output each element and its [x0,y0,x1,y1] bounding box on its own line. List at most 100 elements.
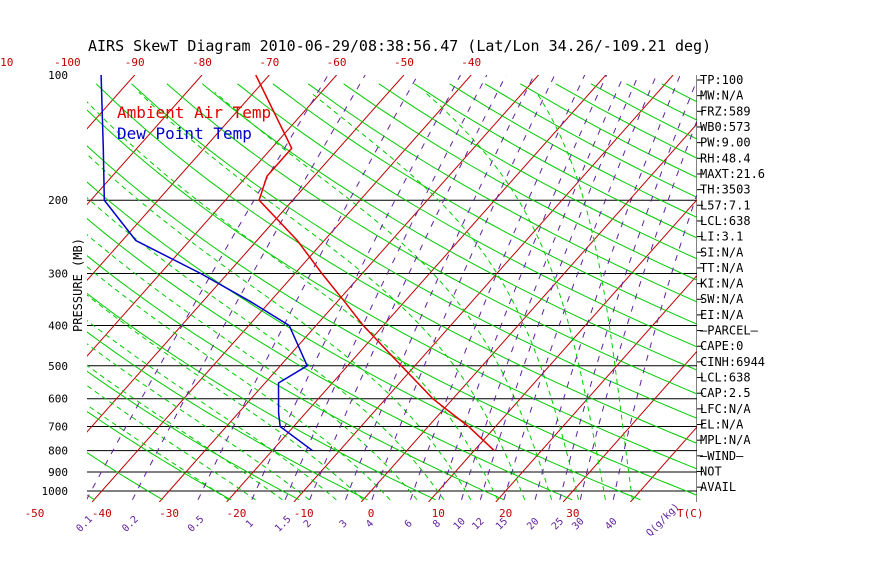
mixing-ratio-tick-label: 0.2 [120,514,141,535]
isotherm-line [294,75,673,502]
mixing-ratio-tick-label: 10 [452,516,468,532]
bottom-temp-tick-label: -40 [92,507,112,520]
mixing-ratio-tick-label: 1 [244,518,256,530]
legend-dew-point: Dew Point Temp [117,124,252,143]
stat-item: —WIND— [700,449,744,463]
dry-adiabat-line [308,84,870,500]
top-temp-tick-label: -100 [54,56,81,69]
stat-item: —PARCEL— [700,324,759,338]
mixing-ratio-tick-label: 3 [338,518,350,530]
stat-item: TT:N/A [700,261,744,275]
moist-adiabat-line [28,92,471,500]
mixing-ratio-line [411,75,585,500]
legend-air-temp: Ambient Air Temp [117,103,271,122]
stat-item: WB0:573 [700,120,751,134]
stat-item: SW:N/A [700,292,744,306]
bottom-temp-tick-label: -30 [159,507,179,520]
moist-adiabat-line [425,92,605,500]
stat-item: MW:N/A [700,89,744,103]
bottom-temp-tick-label: 0 [368,507,375,520]
top-temp-tick-label: -110 [0,56,13,69]
dry-adiabat-line [273,84,870,500]
stat-item: SI:N/A [700,245,744,259]
moist-adiabat-line [0,92,417,500]
pressure-tick-label: 200 [48,194,68,207]
pressure-tick-label: 400 [48,319,68,332]
stat-item: PW:9.00 [700,136,751,150]
top-temp-tick-label: -40 [461,56,481,69]
stat-item: EI:N/A [700,308,744,322]
chart-title: AIRS SkewT Diagram 2010-06-29/08:38:56.4… [88,37,711,55]
stat-item: RH:48.4 [700,151,751,165]
y-axis-label: PRESSURE (MB) [71,238,85,332]
isotherm-line [0,75,135,502]
pressure-tick-label: 900 [48,466,68,479]
stat-item: AVAIL [700,480,736,494]
top-temp-tick-label: -70 [259,56,279,69]
stat-item: LFC:N/A [700,402,751,416]
dry-adiabat-line [414,84,870,500]
top-temp-tick-label: -50 [394,56,414,69]
dry-adiabat-line [25,84,708,500]
dry-adiabat-line [662,84,870,500]
mixing-ratio-tick-label: 0.5 [186,514,207,535]
stat-item: CAPE:0 [700,339,743,353]
stat-item: CAP:2.5 [700,386,751,400]
top-temp-tick-label: -90 [125,56,145,69]
bottom-temp-tick-label: -20 [226,507,246,520]
mixing-ratio-tick-label: 20 [525,516,541,532]
stat-item: KI:N/A [700,277,744,291]
stat-item: TH:3503 [700,183,751,197]
top-temp-tick-label: -80 [192,56,212,69]
mixing-ratio-line [372,75,555,500]
top-temperature-ticks: -120-110-100-90-80-70-60-50-40 [0,56,481,69]
stat-item: EL:N/A [700,418,744,432]
mixing-ratio-tick-label: 12 [470,516,486,532]
dry-adiabat-line [450,84,870,500]
mixing-ratio-line [310,75,507,500]
dry-adiabat-line [0,84,231,500]
pressure-tick-label: 1000 [42,485,69,498]
moist-adiabat-line [0,92,444,500]
air-temp-line [256,75,494,451]
stat-item: TP:100 [700,73,743,87]
mixing-ratio-line [580,75,714,500]
pressure-tick-label: 100 [48,69,68,82]
pressure-tick-label: 600 [48,393,68,406]
bottom-temp-tick-label: 10 [432,507,445,520]
mixing-ratio-unit-label: Q(g/kg) [644,501,682,539]
mixing-ratio-line [346,75,535,500]
mixing-ratio-tick-label: 40 [603,516,619,532]
stat-item: LI:3.1 [700,230,743,244]
pressure-ticks: 100 200 300 400 500 600 700 800 900 1000 [42,69,69,498]
dry-adiabat-line [0,84,641,500]
legend: Ambient Air Temp Dew Point Temp [117,103,271,143]
pressure-tick-label: 300 [48,267,68,280]
stat-item: L57:7.1 [700,198,751,212]
mixing-ratio-tick-label: 25 [550,516,566,532]
isotherm-line [0,75,67,502]
stat-item: LCL:638 [700,214,751,228]
dry-adiabat-line [202,84,870,500]
pressure-tick-label: 800 [48,445,68,458]
bottom-temp-tick-label: -10 [294,507,314,520]
isotherm-line [227,75,606,502]
mixing-ratio-tick-label: 4 [364,518,376,530]
mixing-ratio-tick-label: 8 [431,518,443,530]
pressure-tick-label: 700 [48,421,68,434]
stat-item: MPL:N/A [700,433,751,447]
pressure-tick-label: 500 [48,360,68,373]
moist-adiabat-line [0,92,336,500]
moist-adiabat-line [0,92,309,500]
stat-item: LCL:638 [700,371,751,385]
dry-adiabat-line [167,84,870,500]
stat-item: NOT [700,465,722,479]
stat-item: MAXT:21.6 [700,167,765,181]
mixing-ratio-tick-label: 6 [403,518,415,530]
stability-index-panel: TP:100MW:N/AFRZ:589WB0:573PW:9.00RH:48.4… [697,73,765,494]
mixing-ratio-tick-label: 2 [302,518,314,530]
moist-adiabat-line [0,92,229,500]
